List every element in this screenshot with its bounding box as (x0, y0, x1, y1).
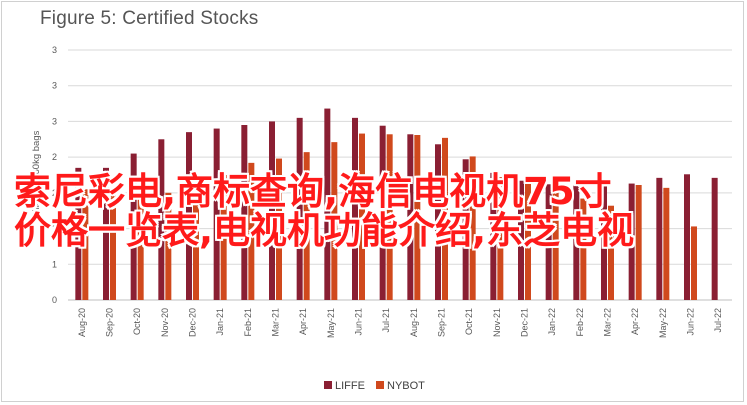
x-tick-label: May-21 (326, 308, 336, 338)
bar-nybot (220, 175, 227, 300)
bar-nybot (276, 158, 282, 300)
legend-label-nybot: NYBOT (387, 380, 425, 392)
bar-liffe (518, 180, 524, 300)
x-tick-label: Nov-20 (160, 308, 170, 337)
bar-liffe (711, 177, 718, 300)
bar-nybot (193, 200, 199, 300)
x-tick-label: Jun-22 (686, 308, 696, 336)
bar-liffe (435, 144, 441, 300)
x-tick-label: Aug-20 (77, 308, 87, 337)
bar-nybot (497, 177, 504, 300)
bar-liffe (213, 128, 220, 300)
bar-liffe (296, 117, 303, 300)
x-tick-label: Nov-21 (492, 308, 502, 337)
x-tick-label: Aug-21 (409, 308, 419, 337)
bar-liffe (130, 153, 137, 300)
x-tick-label: May-22 (658, 308, 668, 338)
bar-liffe (573, 185, 580, 300)
bar-liffe (545, 184, 552, 300)
x-tick-label: Apr-21 (298, 308, 308, 335)
x-tick-label: Oct-21 (464, 308, 474, 335)
x-tick-label: Mar-21 (271, 308, 281, 337)
bar-nybot (608, 205, 614, 300)
bar-liffe (75, 167, 82, 300)
bar-liffe (103, 167, 109, 300)
legend-label-liffe: LIFFE (335, 380, 365, 392)
x-tick-label: Feb-21 (243, 308, 253, 337)
bar-liffe (407, 134, 414, 300)
bar-nybot (386, 134, 393, 300)
bar-liffe (352, 117, 358, 300)
y-tick-label: 2 (52, 188, 57, 198)
x-tick-label: Jul-21 (381, 308, 391, 333)
legend-swatch-liffe (324, 381, 332, 389)
legend-swatch-nybot (376, 381, 384, 389)
bar-nybot (525, 180, 531, 300)
bar-nybot (469, 156, 476, 300)
bar-nybot (359, 133, 365, 300)
bar-nybot (580, 198, 587, 300)
x-tick-label: Jan-22 (547, 308, 557, 336)
bar-nybot (331, 142, 338, 300)
x-tick-label: Dec-20 (188, 308, 198, 337)
x-tick-label: Jun-21 (354, 308, 364, 336)
bar-liffe (601, 186, 607, 300)
bar-liffe (656, 177, 663, 300)
x-tick-label: Dec-21 (520, 308, 530, 337)
bar-nybot (635, 185, 642, 300)
y-tick-label: 1 (52, 259, 57, 269)
x-tick-label: Sep-21 (437, 308, 447, 337)
x-tick-label: Sep-20 (105, 308, 115, 337)
bar-liffe (158, 139, 165, 300)
bar-nybot (137, 195, 144, 300)
y-tick-label: 1 (52, 224, 57, 234)
bar-nybot (82, 189, 89, 300)
bar-liffe (628, 183, 635, 300)
bar-liffe (684, 174, 690, 300)
bar-nybot (663, 187, 670, 300)
x-tick-label: Jul-22 (713, 308, 723, 333)
bar-liffe (490, 172, 497, 300)
y-tick-label: 3 (52, 116, 57, 126)
y-tick-label: 3 (52, 81, 57, 91)
y-tick-label: 3 (52, 45, 57, 55)
bar-liffe (269, 121, 275, 300)
bar-nybot (442, 137, 448, 300)
bar-nybot (691, 226, 697, 300)
bar-liffe (186, 132, 192, 300)
bar-nybot (165, 192, 172, 300)
x-tick-label: Feb-22 (575, 308, 585, 337)
bar-nybot (248, 162, 255, 300)
bar-liffe (379, 125, 386, 300)
y-tick-label: 0 (52, 295, 57, 305)
chart-title: Figure 5: Certified Stocks (40, 8, 259, 29)
x-tick-label: Jan-21 (215, 308, 225, 336)
bar-liffe (324, 108, 331, 300)
bar-liffe (462, 159, 469, 300)
bar-nybot (414, 135, 421, 300)
x-tick-label: Mar-22 (603, 308, 613, 337)
y-tick-label: 2 (52, 152, 57, 162)
x-tick-label: Apr-22 (630, 308, 640, 335)
bar-nybot (303, 152, 310, 300)
y-axis-label: Millions of 60kg bags (31, 130, 42, 219)
x-tick-label: Oct-20 (132, 308, 142, 335)
bar-liffe (241, 125, 248, 300)
bar-nybot (110, 189, 116, 300)
bar-nybot (552, 189, 559, 300)
